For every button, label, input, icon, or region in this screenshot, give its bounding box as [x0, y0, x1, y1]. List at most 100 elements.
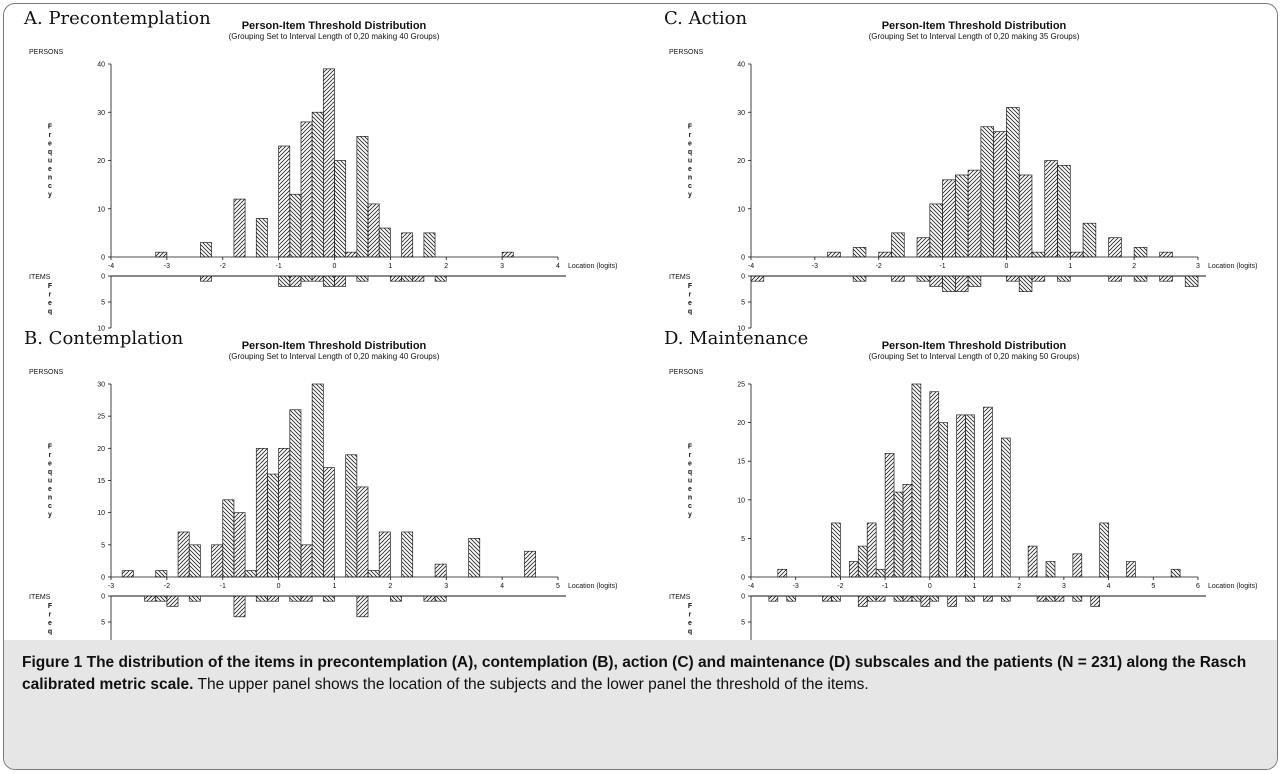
ylabel-letter: n: [48, 495, 52, 502]
person-bar: [954, 174, 969, 258]
chart-svg: Person-Item Threshold Distribution(Group…: [29, 340, 617, 653]
item-bar: [267, 595, 279, 602]
person-bar: [875, 568, 886, 578]
item-bar: [893, 595, 904, 602]
item-bar: [322, 595, 335, 602]
items-y-tick-label: 0: [101, 274, 105, 281]
person-bar: [942, 179, 956, 258]
ylabel-letter: e: [688, 486, 692, 493]
lower-ylabel-letter: e: [48, 300, 52, 307]
person-bar: [211, 544, 224, 578]
ylabel-letter: u: [688, 478, 692, 485]
item-bar: [322, 275, 335, 287]
ylabel-letter: n: [48, 175, 52, 182]
panel-c-action: C. Action Person-Item Threshold Distribu…: [664, 8, 1277, 333]
y-tick-label: 10: [97, 206, 105, 213]
items-y-tick-label: 10: [737, 326, 745, 333]
ylabel-letter: q: [48, 469, 52, 476]
item-bar: [942, 275, 956, 292]
x-tick-label: 1: [973, 583, 977, 590]
lower-ylabel-letter: r: [689, 612, 692, 619]
chart-title: Person-Item Threshold Distribution: [882, 20, 1067, 32]
x-tick-label: -2: [220, 263, 226, 270]
item-bar: [891, 275, 905, 282]
person-bar: [356, 136, 369, 258]
person-bar: [956, 414, 966, 578]
person-bar: [267, 473, 279, 578]
item-bar: [166, 595, 179, 607]
x-tick-label: 2: [1017, 583, 1021, 590]
person-bar: [311, 111, 324, 258]
person-bar: [893, 491, 904, 578]
person-bar: [367, 570, 380, 578]
y-tick-label: 10: [737, 206, 745, 213]
x-tick-label: 5: [556, 583, 560, 590]
y-tick-label: 15: [737, 459, 745, 466]
y-tick-label: 40: [97, 62, 105, 69]
ylabel-letter: n: [688, 495, 692, 502]
person-bar: [980, 126, 995, 258]
lower-ylabel-letter: q: [688, 309, 692, 316]
item-bar: [916, 275, 931, 282]
x-tick-label: 0: [277, 583, 281, 590]
panel-b-contemplation: B. Contemplation Person-Item Threshold D…: [24, 328, 664, 653]
x-tick-label: 3: [1196, 263, 1200, 270]
item-bar: [356, 595, 369, 618]
item-bar: [983, 595, 993, 602]
item-bar: [1108, 275, 1122, 282]
chart-title: Person-Item Threshold Distribution: [242, 340, 427, 352]
item-bar: [822, 595, 832, 602]
y-tick-label: 30: [737, 110, 745, 117]
person-bar: [1000, 437, 1011, 578]
x-tick-label: 3: [500, 263, 504, 270]
lower-ylabel-letter: r: [689, 292, 692, 299]
item-bar: [1045, 595, 1056, 602]
person-bar: [1045, 561, 1056, 578]
person-bar: [155, 570, 168, 578]
person-bar: [188, 544, 201, 578]
person-bar: [911, 383, 922, 578]
person-bar: [311, 383, 324, 578]
y-tick-label: 0: [101, 575, 105, 582]
x-tick-label: 1: [333, 583, 337, 590]
person-bar: [177, 531, 190, 578]
item-bar: [1184, 275, 1199, 287]
person-bar: [334, 160, 347, 258]
ylabel-letter: u: [48, 158, 52, 165]
person-bar: [938, 422, 949, 578]
lower-ylabel-letter: F: [48, 283, 53, 290]
x-axis-label: Location (logits): [1208, 263, 1257, 270]
ylabel-letter: e: [688, 166, 692, 173]
item-bar: [1159, 275, 1173, 282]
ylabel-letter: y: [48, 192, 52, 199]
person-bar: [233, 198, 246, 258]
item-bar: [289, 275, 302, 287]
ylabel-letter: r: [49, 132, 52, 139]
person-bar: [878, 251, 892, 258]
ylabel-letter: e: [48, 486, 52, 493]
x-tick-label: -2: [164, 583, 170, 590]
person-bar: [233, 512, 246, 578]
x-tick-label: 3: [444, 583, 448, 590]
person-bar: [777, 568, 788, 578]
person-bar: [378, 227, 391, 258]
person-bar: [401, 232, 414, 258]
item-bar: [188, 595, 201, 602]
person-bar: [434, 563, 447, 578]
items-y-tick-label: 10: [97, 326, 105, 333]
item-bar: [278, 275, 291, 287]
item-bar: [1031, 275, 1046, 282]
items-y-tick-label: 5: [741, 300, 745, 307]
person-bar: [1027, 545, 1038, 578]
y-tick-label: 0: [741, 575, 745, 582]
person-bar: [827, 251, 841, 258]
chart-svg: Person-Item Threshold Distribution(Group…: [29, 20, 617, 333]
items-label: ITEMS: [669, 274, 691, 281]
item-bar: [434, 275, 447, 282]
ylabel-letter: e: [688, 461, 692, 468]
ylabel-letter: n: [688, 175, 692, 182]
item-bar: [233, 595, 246, 618]
item-bar: [311, 275, 324, 282]
ylabel-letter: c: [48, 183, 52, 190]
person-bar: [1031, 251, 1046, 258]
